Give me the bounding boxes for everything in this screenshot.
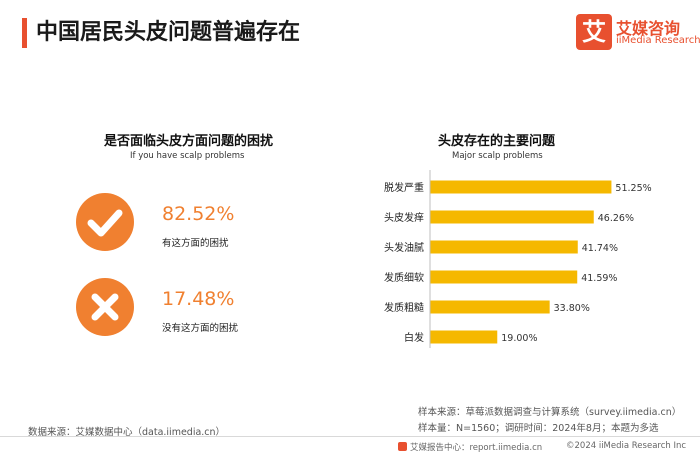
scalp-problems-bar-chart: 脱发严重 51.25% 头皮发痒 46.26% 头发油腻 41.74% 发质细软 41.59%… <box>384 170 652 348</box>
bar <box>430 240 578 254</box>
title-accent-bar <box>22 18 27 48</box>
data-label: 46.26% <box>598 213 634 224</box>
check-icon <box>76 193 134 251</box>
stat-label-no: 没有这方面的困扰 <box>162 323 239 334</box>
data-label: 41.74% <box>582 243 618 254</box>
stat-value-yes: 82.52% <box>162 203 235 225</box>
category-label: 发质粗糙 <box>384 301 424 314</box>
bar <box>430 270 578 284</box>
data-label: 33.80% <box>554 303 590 314</box>
right-section-title: 头皮存在的主要问题 <box>438 134 556 149</box>
data-label: 19.00% <box>501 333 537 344</box>
right-section-subtitle: Major scalp problems <box>452 151 543 161</box>
category-label: 头发油腻 <box>384 241 424 254</box>
logo-mark: 艾 <box>576 14 612 50</box>
report-center-text: 艾媒报告中心：report.iimedia.cn <box>410 443 543 453</box>
data-label: 41.59% <box>581 273 617 284</box>
source-tool-note: 样本来源：草莓派数据调查与计算系统（survey.iimedia.cn） <box>418 407 682 418</box>
page-title: 中国居民头皮问题普遍存在 <box>36 20 301 45</box>
footer-divider <box>0 436 700 437</box>
report-center-link[interactable]: 艾媒报告中心：report.iimedia.cn <box>398 441 542 453</box>
iimedia-logo: 艾 艾媒咨询 iiMedia Research <box>576 14 700 54</box>
logo-name-cn: 艾媒咨询 <box>616 19 681 38</box>
left-section-subtitle: If you have scalp problems <box>130 151 245 161</box>
data-label: 51.25% <box>615 183 651 194</box>
category-label: 发质细软 <box>384 271 424 284</box>
sample-info-note: 样本量：N=1560；调研时间：2024年8月；本题为多选 <box>418 423 659 434</box>
category-label: 头皮发痒 <box>384 211 424 224</box>
bar <box>430 330 498 344</box>
left-section-title: 是否面临头皮方面问题的困扰 <box>104 134 274 149</box>
bar <box>430 300 550 314</box>
data-source-note: 数据来源：艾媒数据中心（data.iimedia.cn） <box>28 427 226 438</box>
stat-value-no: 17.48% <box>162 288 235 310</box>
stat-label-yes: 有这方面的困扰 <box>162 238 229 249</box>
copyright: ©2024 iiMedia Research Inc <box>566 441 687 451</box>
bar <box>430 210 594 224</box>
cross-icon <box>76 278 134 336</box>
logo-name-en: iiMedia Research <box>616 35 700 46</box>
bar <box>430 180 612 194</box>
logo-small-icon <box>398 442 407 451</box>
category-label: 脱发严重 <box>384 181 424 194</box>
category-label: 白发 <box>404 331 424 344</box>
